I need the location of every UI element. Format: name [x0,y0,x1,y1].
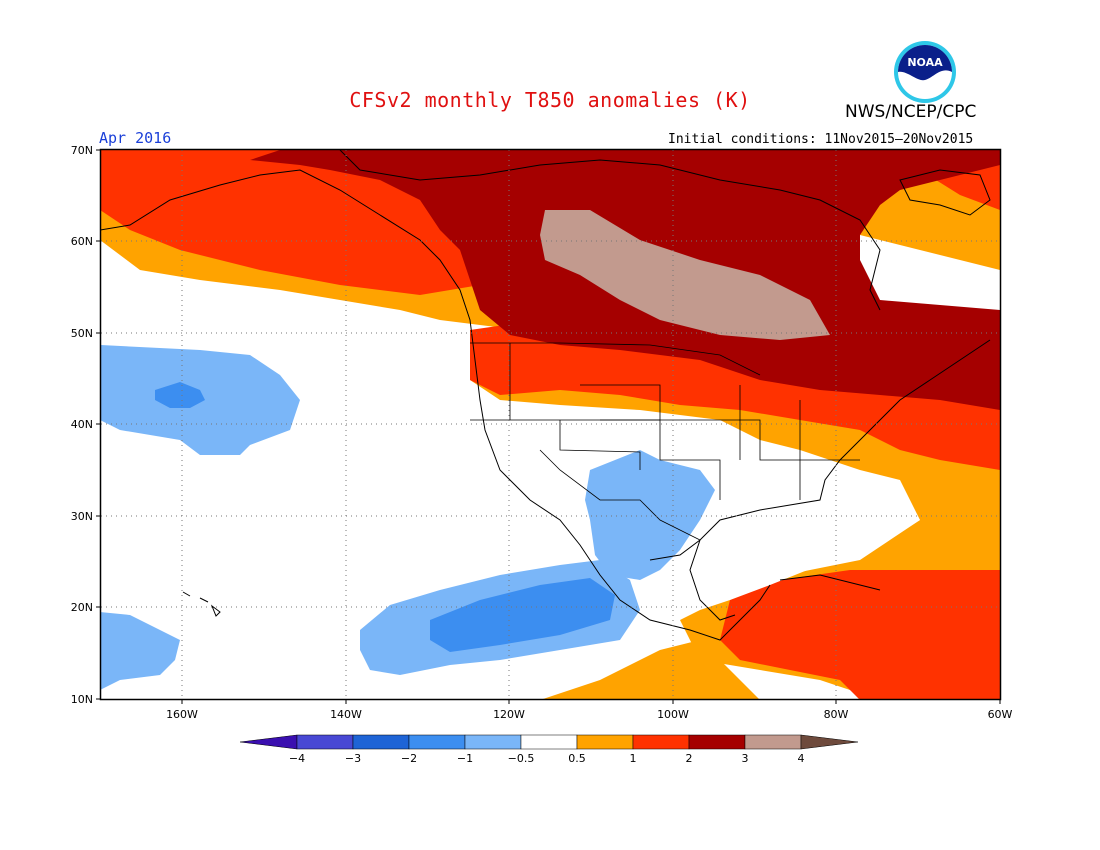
legend-swatch [464,734,522,750]
legend-tick-label: 3 [742,752,749,765]
logo-text: NOAA [907,56,943,69]
legend-tick-label: 1 [630,752,637,765]
legend-tick-label: −3 [345,752,361,765]
legend-tick-label: 0.5 [568,752,586,765]
legend-swatch [576,734,634,750]
anomaly-field [101,150,1000,699]
legend-arrow-high [800,734,859,750]
coastlines [101,150,991,641]
map-title: CFSv2 monthly T850 anomalies (K) [349,88,751,112]
color-legend-labels: −4 −3 −2 −1 −0.5 0.5 1 2 3 4 [289,752,805,765]
legend-swatch [296,734,354,750]
noaa-logo: NOAA [894,41,956,103]
legend-swatch [408,734,466,750]
axis-ticks [96,149,1001,704]
legend-swatch [744,734,802,750]
initial-conditions: Initial conditions: 11Nov2015–20Nov2015 [668,132,974,147]
lon-label: 80W [824,708,849,721]
forecast-month: Apr 2016 [99,129,172,147]
lon-label: 60W [988,708,1013,721]
legend-tick-label: −0.5 [508,752,535,765]
legend-swatch [352,734,410,750]
lat-label: 60N [71,235,93,248]
legend-tick-label: 2 [686,752,693,765]
legend-tick-label: −4 [289,752,305,765]
lat-label: 70N [71,144,93,157]
legend-arrow-low [239,734,298,750]
lat-label: 30N [71,510,93,523]
lon-label: 120W [493,708,525,721]
legend-swatch [688,734,746,750]
agency-label: NWS/NCEP/CPC [845,102,977,122]
lat-label: 10N [71,693,93,706]
political-borders [470,342,860,541]
legend-tick-label: 4 [798,752,805,765]
lat-labels: 70N 60N 50N 40N 30N 20N 10N [71,144,93,706]
lon-labels: 160W 140W 120W 100W 80W 60W [166,708,1012,721]
lat-label: 40N [71,418,93,431]
legend-swatch [520,734,578,750]
lon-label: 160W [166,708,198,721]
legend-swatch [632,734,690,750]
lon-label: 100W [657,708,689,721]
color-legend [239,734,859,750]
lat-label: 50N [71,327,93,340]
legend-tick-label: −2 [401,752,417,765]
legend-tick-label: −1 [457,752,473,765]
lon-label: 140W [330,708,362,721]
lat-label: 20N [71,601,93,614]
